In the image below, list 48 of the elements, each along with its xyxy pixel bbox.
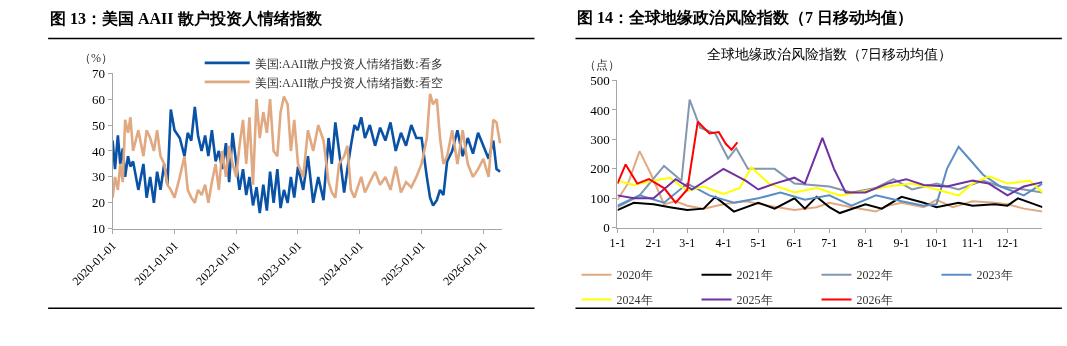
- legend-label: 2021年: [736, 268, 773, 283]
- line-series: [112, 92, 502, 205]
- legend-label: 2025年: [736, 293, 773, 308]
- x-tick-label: 12-1: [996, 236, 1019, 251]
- legend-label: 2020年: [616, 268, 653, 283]
- x-tick-label: 2-1: [645, 236, 662, 251]
- y-tick-label: 0: [603, 220, 610, 236]
- y-tick-label: 50: [92, 117, 106, 133]
- x-tick-label: 1-1: [609, 236, 626, 251]
- y-tick-label: 70: [92, 65, 106, 81]
- y-tick-label: 10: [92, 221, 106, 237]
- line-series: [617, 150, 1043, 213]
- y-tick-label: 200: [590, 161, 610, 177]
- x-tick-label: 10-1: [925, 236, 948, 251]
- legend-label: 2022年: [856, 268, 893, 283]
- y-tick-label: 300: [590, 131, 610, 147]
- y-tick-label: 30: [92, 169, 106, 185]
- legend-label: 美国:AAII散户投资人情绪指数:看空: [254, 75, 443, 90]
- x-tick-label: 8-1: [857, 236, 874, 251]
- line-series: [617, 98, 1043, 209]
- y-tick-label: 400: [590, 102, 610, 118]
- y-tick-label: 40: [92, 143, 106, 159]
- y-tick-label: 500: [590, 73, 610, 89]
- y-tick-label: 100: [590, 190, 610, 206]
- line-series: [617, 145, 1043, 207]
- x-tick-label: 4-1: [715, 236, 732, 251]
- x-tick-label: 6-1: [786, 236, 803, 251]
- line-series: [617, 195, 1043, 215]
- legend-label: 2024年: [616, 293, 653, 308]
- chart-title: 图 13：美国 AAII 散户投资人情绪指数: [50, 9, 323, 27]
- x-tick-label: 3-1: [679, 236, 696, 251]
- x-tick-label: 11-1: [961, 236, 984, 251]
- y-axis-title: （点）: [584, 58, 620, 72]
- x-tick-label: 5-1: [750, 236, 767, 251]
- y-tick-label: 60: [92, 91, 106, 107]
- x-tick-label: 9-1: [893, 236, 910, 251]
- y-tick-label: 20: [92, 195, 106, 211]
- legend-label: 2026年: [856, 293, 893, 308]
- line-series: [617, 136, 1043, 200]
- chart-subtitle: 全球地缘政治风险指数（7日移动均值）: [707, 47, 952, 62]
- legend-label: 2023年: [976, 268, 1013, 283]
- y-axis-title: （%）: [79, 51, 113, 65]
- line-series: [112, 105, 502, 215]
- chart-title: 图 14：全球地缘政治风险指数（7 日移动均值）: [577, 9, 913, 27]
- x-tick-label: 7-1: [821, 236, 838, 251]
- line-series: [617, 120, 739, 204]
- legend-label: 美国:AAII散户投资人情绪指数:看多: [254, 56, 443, 71]
- line-series: [617, 166, 1043, 197]
